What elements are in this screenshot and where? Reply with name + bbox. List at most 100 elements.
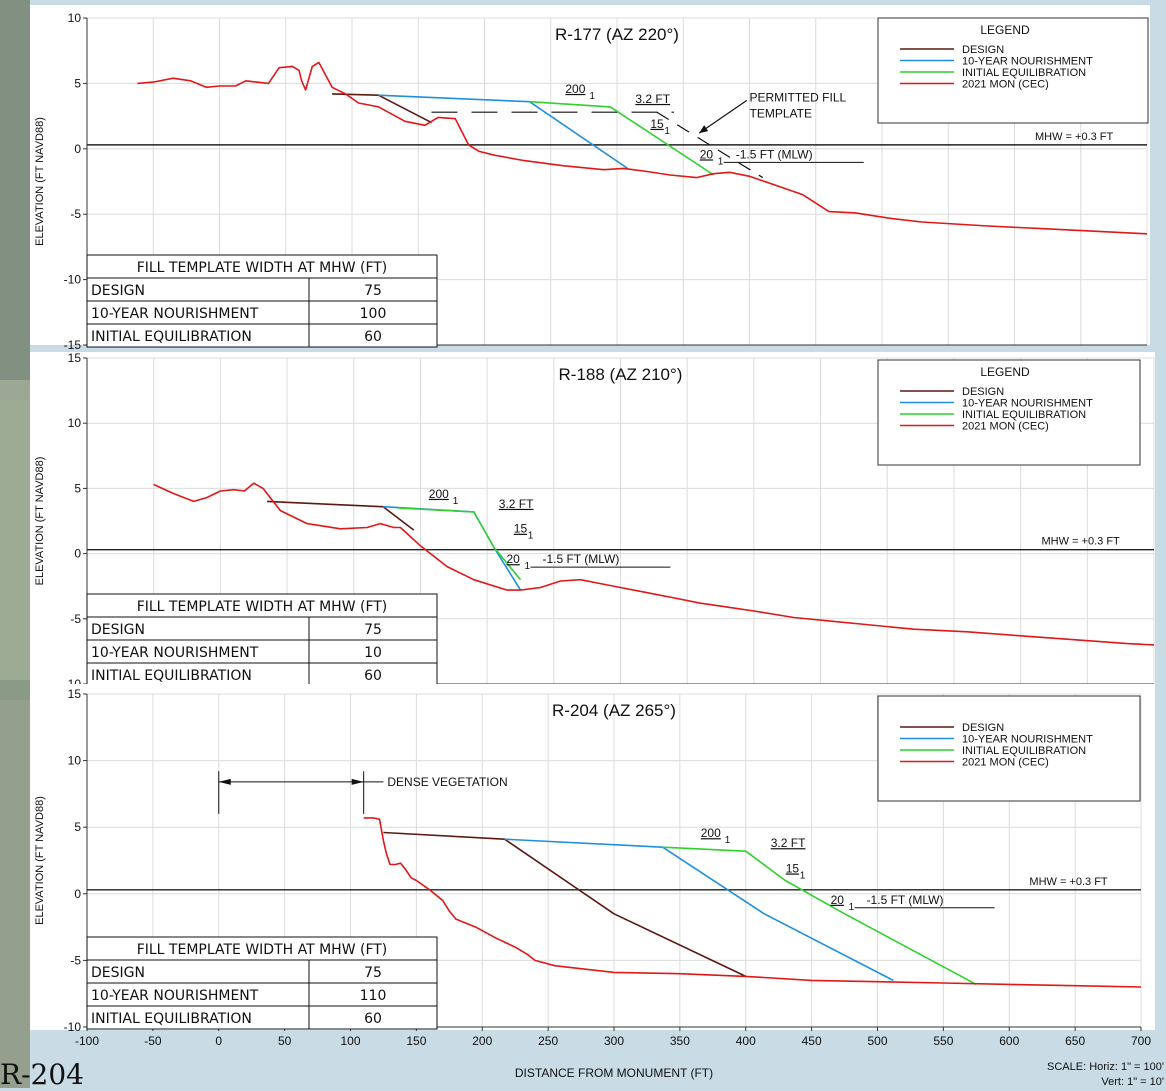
chart-panel-r177: -15 -10 -5 0 5 10 ELEVATION (FT NAVD88) R-177 (…: [30, 5, 1150, 352]
slope-label-200: 200: [565, 82, 585, 96]
mlw-label: -1.5 FT (MLW): [867, 893, 944, 907]
y-tick-label: -5: [70, 207, 81, 221]
y-axis-label: ELEVATION (FT NAVD88): [34, 117, 46, 246]
scale-note-line1: SCALE: Horiz: 1" = 100': [1047, 1061, 1164, 1073]
slope-label-15: 15: [650, 117, 664, 131]
legend-label: 2021 MON (CEC): [962, 79, 1049, 91]
legend-label: DESIGN: [962, 722, 1004, 734]
table-header: FILL TEMPLATE WIDTH AT MHW (FT): [137, 942, 388, 958]
x-tick-label: 600: [999, 1034, 1019, 1048]
x-tick-label: 150: [406, 1034, 426, 1048]
berm-elevation-label: 3.2 FT: [635, 92, 670, 106]
legend-label: INITIAL EQUILIBRATION: [962, 67, 1086, 79]
x-tick-label: 0: [215, 1034, 222, 1048]
table-row-value: 110: [360, 988, 387, 1004]
slope-label-15-one: 1: [528, 531, 534, 542]
x-tick-label: 100: [340, 1034, 360, 1048]
permitted-fill-label-line2: TEMPLATE: [750, 106, 812, 120]
legend-label: 10-YEAR NOURISHMENT: [962, 398, 1093, 410]
series-line-initial-equilibration: [529, 100, 715, 176]
mlw-label: -1.5 FT (MLW): [736, 147, 813, 161]
x-tick-label: -50: [144, 1034, 162, 1048]
table-row-value: 10: [364, 645, 382, 661]
table-header: FILL TEMPLATE WIDTH AT MHW (FT): [137, 599, 388, 615]
table-row-label: INITIAL EQUILIBRATION: [91, 329, 252, 345]
fill-template-table: FILL TEMPLATE WIDTH AT MHW (FT) DESIGN 75 1…: [86, 593, 438, 687]
y-tick-label: 10: [68, 754, 82, 768]
permitted-fill-arrowhead: [699, 125, 709, 134]
table-row-label: INITIAL EQUILIBRATION: [91, 668, 252, 684]
berm-elevation-label: 3.2 FT: [499, 497, 534, 511]
legend-frame: [877, 695, 1141, 802]
legend-label: INITIAL EQUILIBRATION: [962, 745, 1086, 757]
slope-label-20: 20: [506, 552, 520, 566]
y-tick-label: 10: [68, 11, 82, 25]
legend-frame: [877, 359, 1141, 466]
table-row-value: 60: [364, 1011, 382, 1027]
y-tick-label: 0: [74, 547, 81, 561]
legend-frame: [877, 17, 1149, 124]
legend-label: 2021 MON (CEC): [962, 421, 1049, 433]
series-line-initial-equilibration: [397, 507, 522, 581]
dense-vegetation-arrow-left: [218, 778, 231, 785]
slope-label-200: 200: [429, 487, 449, 501]
table-row-label: 10-YEAR NOURISHMENT: [91, 645, 259, 661]
slope-label-20: 20: [831, 893, 845, 907]
legend-title: LEGEND: [980, 365, 1030, 379]
table-row-value: 60: [364, 329, 382, 345]
legend-title: LEGEND: [980, 23, 1030, 37]
chart-title: R-204 (AZ 265°): [552, 701, 676, 720]
legend-label: 10-YEAR NOURISHMENT: [962, 56, 1093, 68]
slope-label-15: 15: [786, 861, 800, 875]
series-line-initial-equilibration: [662, 846, 977, 986]
y-tick-label: -5: [70, 953, 81, 967]
table-header: FILL TEMPLATE WIDTH AT MHW (FT): [137, 260, 388, 276]
y-tick-label: 5: [74, 76, 81, 90]
series-line-2021-mon-cec: [363, 817, 1142, 988]
permitted-fill-label-line1: PERMITTED FILL: [750, 91, 847, 105]
series-line-design: [383, 831, 747, 978]
slope-label-200-one: 1: [589, 91, 595, 102]
series-line-2021-mon-cec: [137, 61, 1148, 235]
table-row-label: 10-YEAR NOURISHMENT: [91, 988, 259, 1004]
slope-label-200: 200: [701, 826, 721, 840]
y-tick-label: -15: [64, 338, 82, 352]
table-row-label: DESIGN: [91, 283, 145, 299]
x-tick-label: 650: [1065, 1034, 1085, 1048]
legend-label: 10-YEAR NOURISHMENT: [962, 734, 1093, 746]
x-tick-label: -100: [75, 1034, 99, 1048]
legend-label: INITIAL EQUILIBRATION: [962, 409, 1086, 421]
mlw-label: -1.5 FT (MLW): [542, 552, 619, 566]
table-row-value: 75: [364, 283, 382, 299]
slope-label-15-one: 1: [800, 870, 806, 881]
y-tick-label: -10: [64, 273, 82, 287]
table-row-value: 75: [364, 622, 382, 638]
chart-title: R-188 (AZ 210°): [559, 365, 683, 384]
mhw-label: MHW = +0.3 FT: [1042, 536, 1121, 548]
table-row-value: 75: [364, 965, 382, 981]
legend-label: 2021 MON (CEC): [962, 757, 1049, 769]
x-tick-label: 500: [867, 1034, 887, 1048]
berm-elevation-label: 3.2 FT: [771, 836, 806, 850]
x-tick-label: 250: [538, 1034, 558, 1048]
x-tick-label: 550: [933, 1034, 953, 1048]
x-axis-label: DISTANCE FROM MONUMENT (FT): [515, 1066, 713, 1080]
mhw-label: MHW = +0.3 FT: [1035, 131, 1114, 143]
slope-label-200-one: 1: [453, 496, 459, 507]
table-row-label: DESIGN: [91, 965, 145, 981]
scale-note-line2: Vert: 1" = 10': [1101, 1076, 1164, 1088]
table-row-value: 100: [360, 306, 387, 322]
fill-template-table: FILL TEMPLATE WIDTH AT MHW (FT) DESIGN 75 1…: [86, 254, 438, 348]
legend-label: DESIGN: [962, 44, 1004, 56]
slope-label-15-one: 1: [664, 126, 670, 137]
y-tick-label: 10: [68, 416, 82, 430]
mhw-label: MHW = +0.3 FT: [1029, 876, 1108, 888]
dense-vegetation-label: DENSE VEGETATION: [387, 775, 507, 789]
